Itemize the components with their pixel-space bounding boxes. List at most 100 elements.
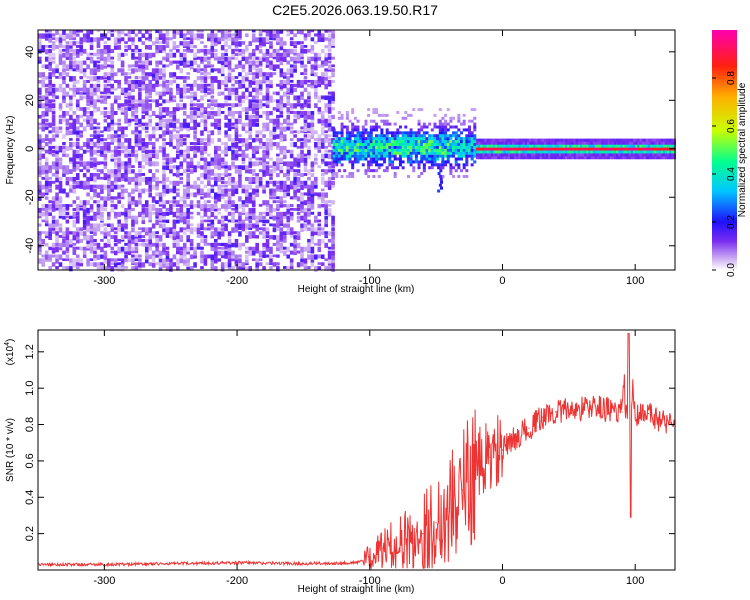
spectrogram-cell	[220, 184, 225, 188]
spectrogram-cell	[162, 211, 166, 217]
spectrogram-cell	[196, 138, 201, 144]
spectrogram-cell	[327, 149, 332, 153]
spectrogram-cell	[193, 262, 197, 268]
spectrogram-cell	[546, 153, 549, 157]
spectrogram-cell	[245, 87, 249, 93]
spectrogram-cell	[189, 60, 194, 66]
spectrogram-cell	[196, 87, 201, 91]
spectrogram-cell	[248, 130, 253, 135]
spectrogram-cell	[272, 56, 277, 60]
spectrogram-cell	[425, 160, 429, 164]
spectrogram-cell	[303, 99, 308, 105]
spectrogram-cell	[110, 180, 115, 186]
spectrogram-cell	[245, 169, 249, 174]
spectrogram-cell	[380, 151, 384, 155]
spectrogram-cell	[279, 149, 284, 155]
spectrogram-cell	[276, 262, 280, 266]
spectrogram-cell	[144, 60, 149, 65]
spectrogram-cell	[562, 153, 566, 157]
spectrogram-cell	[220, 79, 225, 86]
spectrogram-cell	[210, 246, 215, 251]
spectrogram-cell	[478, 144, 481, 148]
spectrogram-cell	[505, 144, 509, 148]
spectrogram-cell	[320, 153, 325, 160]
spectrogram-cell	[113, 130, 118, 134]
spectrogram-cell	[393, 137, 397, 141]
spectrogram-cell	[439, 169, 443, 173]
spectrogram-cell	[596, 147, 600, 151]
spectrogram-cell	[251, 110, 256, 115]
spectrogram-cell	[630, 138, 634, 142]
spectrogram-cell	[428, 137, 432, 141]
spectrogram-cell	[51, 52, 56, 58]
spectrogram-cell	[279, 138, 284, 142]
spectrogram-cell	[258, 157, 263, 161]
spectrogram-cell	[86, 149, 90, 153]
spectrogram-cell	[307, 103, 311, 109]
spectrogram-cell	[162, 72, 166, 78]
spectrogram-cell	[556, 153, 560, 157]
spectrogram-cell	[507, 141, 511, 145]
spectrogram-cell	[51, 246, 56, 251]
spectrogram-cell	[258, 145, 263, 149]
spectrogram-cell	[289, 72, 294, 78]
spectrogram-cell	[356, 119, 360, 123]
spectrogram-cell	[158, 235, 163, 240]
spectrogram-cell	[251, 87, 256, 93]
spectrogram-cell	[599, 141, 602, 145]
spectrogram-cell	[193, 250, 197, 256]
spectrogram-cell	[110, 134, 115, 139]
spectrogram-cell	[79, 52, 84, 56]
spectrogram-cell	[430, 134, 434, 138]
spectrogram-cell	[437, 172, 441, 176]
spectrogram-cell	[58, 76, 63, 79]
spectrogram-cell	[124, 91, 128, 98]
spectrogram-cell	[162, 87, 166, 92]
spectrogram-cell	[165, 110, 170, 117]
spectrogram-cell	[398, 142, 402, 146]
spectrogram-cell	[155, 153, 159, 160]
spectrogram-cell	[69, 231, 73, 235]
spectrogram-cell	[176, 149, 180, 153]
spectrogram-cell	[141, 227, 146, 233]
spectrogram-cell	[72, 68, 77, 72]
spectrogram-cell	[300, 258, 304, 263]
spectrogram-cell	[93, 227, 97, 233]
spectrogram-cell	[505, 147, 509, 151]
spectrogram-cell	[100, 196, 104, 201]
spectrogram-cell	[41, 95, 46, 101]
spectrogram-cell	[203, 227, 208, 231]
spectrogram-cell	[372, 125, 376, 129]
spectrogram-cell	[255, 149, 259, 154]
spectrogram-cell	[44, 169, 49, 174]
spectrogram-cell	[286, 227, 291, 232]
spectrogram-cell	[396, 145, 400, 149]
spectrogram-cell	[255, 83, 259, 88]
snr-frame	[37, 329, 676, 571]
spectrogram-cell	[293, 231, 297, 235]
spectrogram-cell	[186, 204, 190, 207]
spectrogram-cell	[189, 83, 194, 88]
spectrogram-cell	[584, 150, 587, 154]
spectrogram-cell	[441, 122, 445, 126]
spectrogram-cell	[282, 138, 287, 142]
spectrogram-cell	[213, 173, 218, 178]
spectrogram-cell	[48, 68, 52, 72]
spectrogram-cell	[179, 173, 184, 176]
spectrogram-cell	[537, 141, 541, 145]
spectrogram-cell	[148, 169, 153, 174]
spectrogram-cell	[269, 258, 273, 263]
spectrogram-cell	[162, 79, 166, 85]
spectrogram-cell	[158, 118, 163, 123]
spectrogram-cell	[134, 114, 139, 119]
spectrogram-cell	[385, 128, 389, 132]
spectrogram-cell	[327, 118, 332, 124]
spectrogram-cell	[86, 258, 90, 264]
spectrogram-cell	[276, 56, 280, 63]
spectrogram-cell	[203, 76, 208, 81]
spectrogram-cell	[48, 103, 52, 109]
spectrogram-cell	[438, 140, 442, 144]
spectrogram-cell	[124, 118, 128, 124]
spectrogram-cell	[72, 64, 77, 68]
spectrogram-cell	[590, 147, 594, 151]
